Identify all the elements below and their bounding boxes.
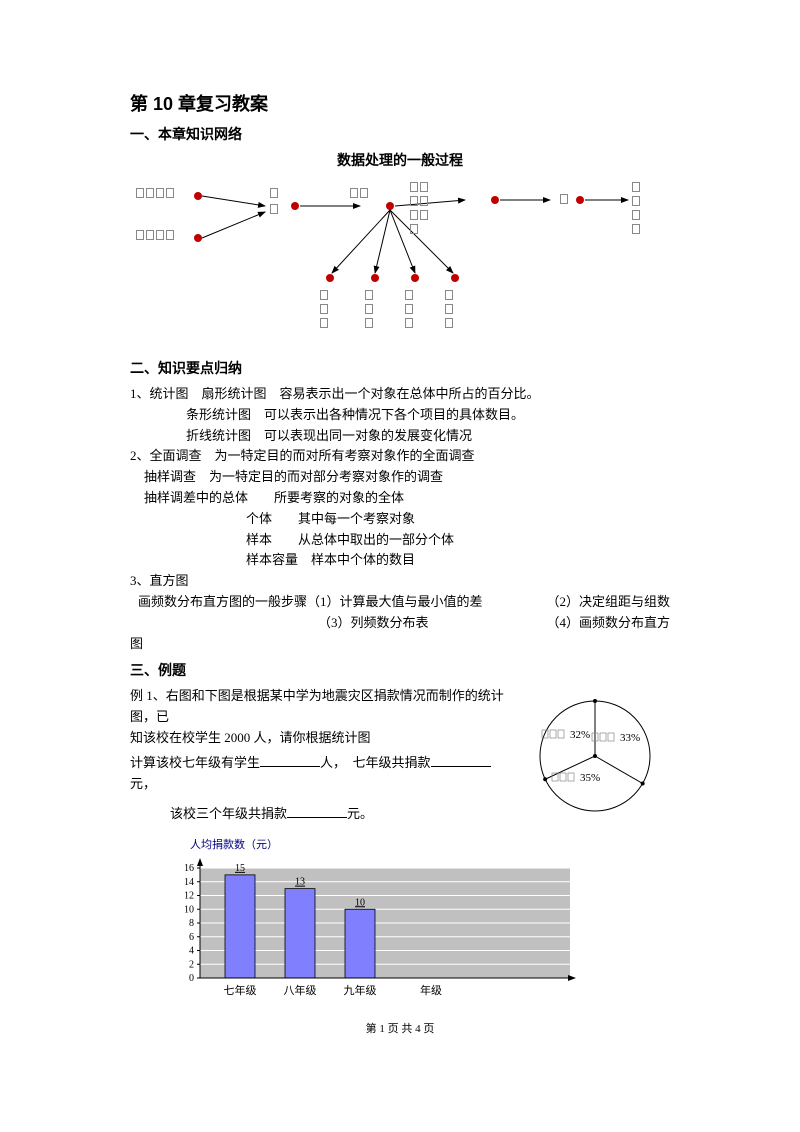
know-line: 图 <box>130 634 670 655</box>
know-line: （3）列频数分布表 （4）画频数分布直方 <box>130 613 670 634</box>
know-line: 3、直方图 <box>130 571 670 592</box>
svg-text:8: 8 <box>189 918 194 929</box>
svg-text:0: 0 <box>189 973 194 984</box>
svg-text:6: 6 <box>189 932 194 943</box>
svg-text:年级: 年级 <box>420 983 442 997</box>
page-footer: 第 1 页 共 4 页 <box>130 1020 670 1036</box>
section-1-heading: 一、本章知识网络 <box>130 124 670 144</box>
svg-text:10: 10 <box>184 905 194 916</box>
section-3-heading: 三、例题 <box>130 660 670 680</box>
blank <box>431 753 491 767</box>
know-line: 1、统计图 扇形统计图 容易表示出一个对象在总体中所占的百分比。 <box>130 384 670 405</box>
blank <box>260 753 320 767</box>
pie-svg: 32% 33% 35% <box>520 686 670 826</box>
bar-chart-title: 人均捐款数（元） <box>190 836 620 852</box>
know-line: 条形统计图 可以表示出各种情况下各个项目的具体数目。 <box>130 405 670 426</box>
svg-text:33%: 33% <box>620 732 640 744</box>
svg-text:35%: 35% <box>580 772 600 784</box>
bar-chart: 人均捐款数（元） 0 2 4 6 8 10 12 14 16 15 七年级 13 八年级 10 九年级 年级 <box>160 836 620 1012</box>
svg-text:七年级: 七年级 <box>224 983 257 997</box>
svg-text:14: 14 <box>184 877 194 888</box>
flow-diagram <box>130 178 670 348</box>
know-line: 画频数分布直方图的一般步骤（1）计算最大值与最小值的差 （2）决定组距与组数 <box>130 592 670 613</box>
svg-text:12: 12 <box>184 891 194 902</box>
know-line: 折线统计图 可以表现出同一对象的发展变化情况 <box>130 426 670 447</box>
know-line: 抽样调差中的总体 所要考察的对象的全体 <box>130 488 670 509</box>
svg-text:九年级: 九年级 <box>344 983 377 997</box>
section-2-heading: 二、知识要点归纳 <box>130 358 670 378</box>
know-line: 样本容量 样本中个体的数目 <box>130 550 670 571</box>
page: 第 10 章复习教案 一、本章知识网络 数据处理的一般过程 <box>0 0 800 1066</box>
blank <box>287 804 347 818</box>
know-line: 样本 从总体中取出的一部分个体 <box>130 530 670 551</box>
know-line: 2、全面调查 为一特定目的而对所有考察对象作的全面调查 <box>130 446 670 467</box>
svg-text:八年级: 八年级 <box>284 983 317 997</box>
know-line: 个体 其中每一个考察对象 <box>130 509 670 530</box>
svg-text:13: 13 <box>295 877 305 888</box>
bar-svg: 0 2 4 6 8 10 12 14 16 15 七年级 13 八年级 10 九年级 年级 <box>160 858 580 1008</box>
knowledge-block: 1、统计图 扇形统计图 容易表示出一个对象在总体中所占的百分比。 条形统计图 可… <box>130 384 670 654</box>
diagram-subtitle: 数据处理的一般过程 <box>130 150 670 170</box>
svg-text:10: 10 <box>355 898 365 909</box>
svg-text:32%: 32% <box>570 729 590 741</box>
svg-text:16: 16 <box>184 863 194 874</box>
svg-text:2: 2 <box>189 960 194 971</box>
svg-text:4: 4 <box>189 946 194 957</box>
know-line: 抽样调查 为一特定目的而对部分考察对象作的调查 <box>130 467 670 488</box>
pie-chart: 32% 33% 35% <box>520 686 670 826</box>
svg-text:15: 15 <box>235 863 245 874</box>
flow-diagram-svg <box>130 178 670 348</box>
page-title: 第 10 章复习教案 <box>130 90 670 116</box>
